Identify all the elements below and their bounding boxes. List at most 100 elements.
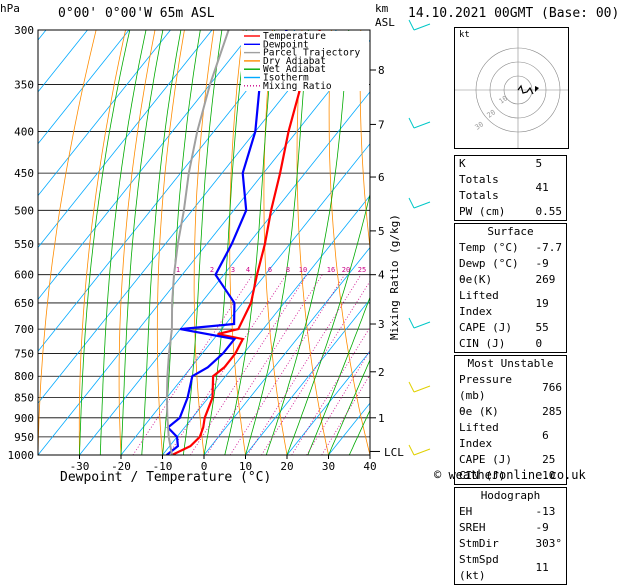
- mixing-ratio-value: 1: [176, 266, 180, 274]
- isotherm: [0, 30, 295, 455]
- index-label: Lifted Index: [455, 420, 539, 452]
- pressure-tick-label: 900: [14, 412, 34, 425]
- section-title: Hodograph: [455, 488, 567, 505]
- wet-adiabat: [204, 30, 246, 455]
- hodograph-ring-label: 20: [486, 108, 498, 119]
- wind-barb: [409, 382, 414, 392]
- wet-adiabat: [80, 30, 130, 455]
- index-value: 303°: [532, 536, 567, 552]
- hpa-axis-label: hPa: [0, 2, 20, 15]
- dry-adiabat: [194, 30, 214, 455]
- dry-adiabat: [360, 30, 411, 455]
- index-value: 766: [538, 372, 566, 404]
- dry-adiabat: [596, 30, 629, 455]
- index-value: 55: [532, 320, 567, 336]
- wind-barbs: [409, 20, 430, 455]
- dry-adiabat: [264, 30, 287, 455]
- storm-motion-marker: [535, 86, 539, 92]
- mixing-ratio-value: 10: [299, 266, 307, 274]
- index-label: K: [455, 156, 532, 173]
- isotherm: [0, 30, 88, 455]
- km-tick-label: 8: [378, 64, 385, 77]
- km-tick-label: 3: [378, 318, 385, 331]
- wind-barb: [409, 20, 414, 30]
- pressure-tick-label: 750: [14, 347, 34, 360]
- hodograph-ring-label: 10: [498, 94, 510, 105]
- index-label: StmSpd (kt): [455, 552, 532, 585]
- location-title: 0°00' 0°00'W 65m ASL: [58, 6, 215, 21]
- index-label: Temp (°C): [455, 240, 532, 256]
- index-label: PW (cm): [455, 204, 532, 221]
- index-value: -7.7: [532, 240, 567, 256]
- dry-adiabat: [626, 30, 629, 455]
- index-value: 269: [532, 272, 567, 288]
- pressure-tick-label: 850: [14, 392, 34, 405]
- mixing-ratio-value: 4: [246, 266, 250, 274]
- wind-barb: [409, 118, 414, 128]
- index-label: CIN (J): [455, 468, 539, 485]
- isotherm: [80, 30, 420, 455]
- index-label: Totals Totals: [455, 172, 532, 204]
- index-label: Pressure (mb): [455, 372, 539, 404]
- wind-barb: [409, 445, 414, 455]
- index-label: CIN (J): [455, 336, 532, 353]
- pressure-tick-label: 550: [14, 238, 34, 251]
- wind-barb: [414, 449, 430, 455]
- index-value: 19: [532, 288, 567, 320]
- dry-adiabat: [38, 30, 96, 455]
- pressure-tick-label: 500: [14, 204, 34, 217]
- index-value: 10: [538, 468, 566, 485]
- pressure-tick-label: 1000: [8, 449, 35, 462]
- wind-barb: [409, 198, 414, 208]
- km-tick-label: 5: [378, 225, 385, 238]
- index-label: StmDir: [455, 536, 532, 552]
- hodograph-ring-label: 30: [474, 120, 486, 131]
- km-axis-label: km: [375, 2, 388, 15]
- index-label: CAPE (J): [455, 320, 532, 336]
- pressure-tick-label: 350: [14, 78, 34, 91]
- hodograph-panel: kt 10 20 30: [454, 27, 569, 149]
- wind-barb: [414, 322, 430, 328]
- km-tick-label: 2: [378, 366, 385, 379]
- mixing-ratio-line: [230, 275, 344, 455]
- wind-barb: [414, 386, 430, 392]
- mixing-ratio-value: 8: [286, 266, 290, 274]
- index-label: θe(K): [455, 272, 532, 288]
- x-tick-label: 20: [280, 460, 293, 473]
- index-label: Lifted Index: [455, 288, 532, 320]
- km-tick-label: 6: [378, 171, 385, 184]
- dry-adiabat: [119, 30, 155, 455]
- wet-adiabat: [266, 30, 349, 455]
- wet-adiabat: [121, 30, 163, 455]
- index-value: 5: [532, 156, 567, 173]
- km-tick-label: 1: [378, 412, 385, 425]
- index-label: Dewp (°C): [455, 256, 532, 272]
- index-value: -13: [532, 504, 567, 520]
- legend-label: Mixing Ratio: [263, 81, 332, 92]
- index-label: EH: [455, 504, 532, 520]
- section-title: Most Unstable: [455, 356, 567, 373]
- km-tick-label: 7: [378, 118, 385, 131]
- pressure-tick-label: 450: [14, 167, 34, 180]
- wind-barb: [414, 24, 430, 30]
- mixing-ratio-value: 2: [210, 266, 214, 274]
- dry-adiabat: [329, 30, 370, 455]
- mixing-ratio-value: 16: [327, 266, 335, 274]
- index-value: 41: [532, 172, 567, 204]
- pressure-tick-label: 700: [14, 323, 34, 336]
- mixing-ratio-value: 25: [358, 266, 366, 274]
- lcl-label: LCL: [384, 446, 404, 459]
- index-value: 0.55: [532, 204, 567, 221]
- mixing-ratio-value: 6: [268, 266, 272, 274]
- index-label: CAPE (J): [455, 452, 539, 468]
- x-tick-label: 30: [322, 460, 335, 473]
- mixing-ratio-axis-label: Mixing Ratio (g/kg): [388, 214, 401, 340]
- mixing-ratio-value: 20: [342, 266, 350, 274]
- pressure-tick-label: 300: [14, 24, 34, 37]
- pressure-tick-label: 650: [14, 297, 34, 310]
- mixing-ratio-value: 3: [231, 266, 235, 274]
